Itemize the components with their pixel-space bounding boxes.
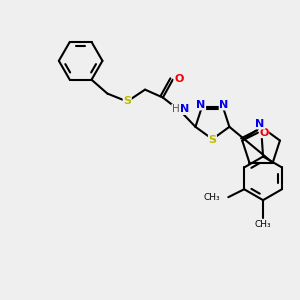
Text: N: N xyxy=(196,100,206,110)
Text: CH₃: CH₃ xyxy=(255,220,272,230)
Text: O: O xyxy=(259,128,269,138)
Text: N: N xyxy=(180,104,189,114)
Text: O: O xyxy=(174,74,183,84)
Text: CH₃: CH₃ xyxy=(204,193,220,202)
Text: H: H xyxy=(172,104,180,114)
Text: S: S xyxy=(208,135,216,145)
Text: S: S xyxy=(123,95,131,106)
Text: N: N xyxy=(219,100,229,110)
Text: N: N xyxy=(256,119,265,129)
